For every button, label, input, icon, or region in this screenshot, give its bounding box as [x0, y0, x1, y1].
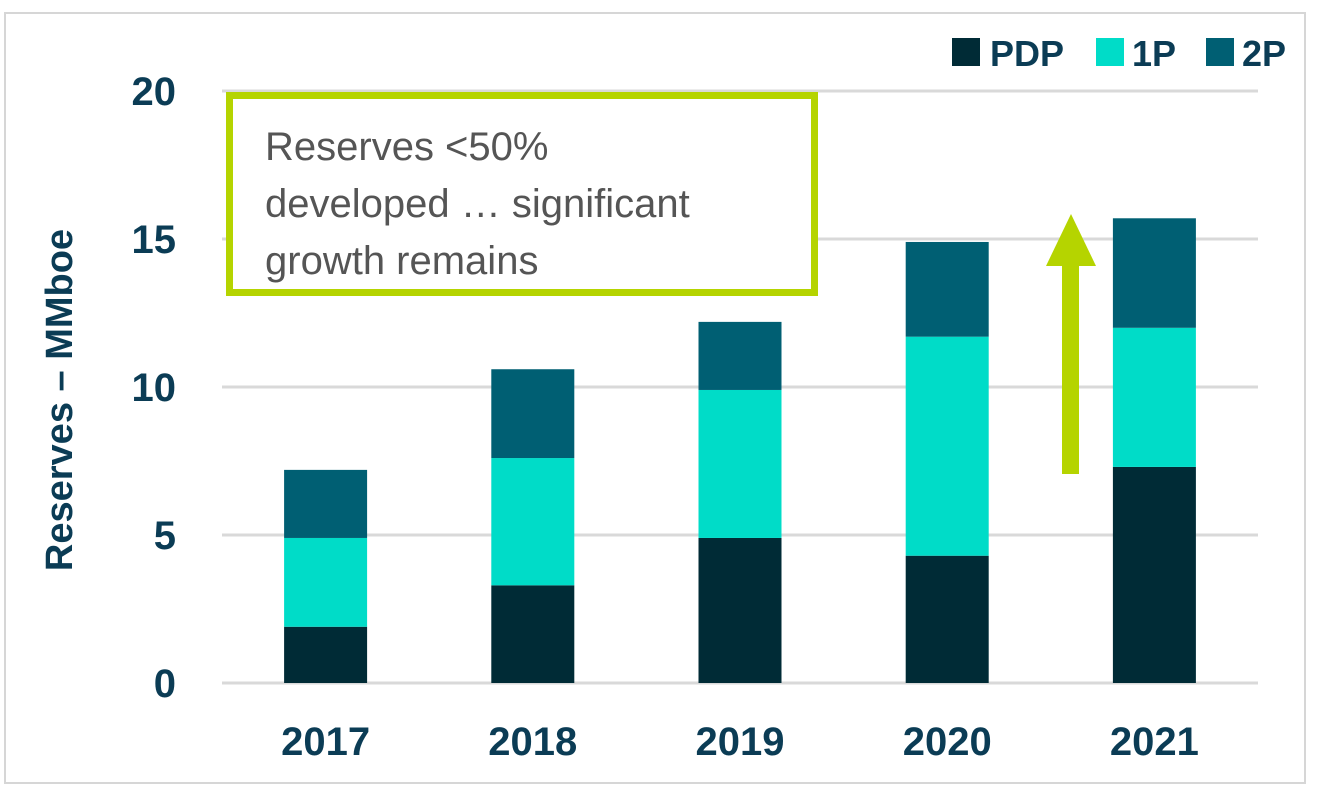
y-axis-label: Reserves – MMboe: [39, 229, 81, 571]
bar-segment-1p-2017: [284, 537, 368, 627]
legend-swatch-1p: [1096, 38, 1124, 66]
bar-segment-pdp-2019: [698, 537, 782, 683]
bar-segment-1p-2018: [491, 458, 575, 586]
y-tick-label: 20: [132, 70, 177, 114]
y-tick-label: 5: [154, 514, 176, 558]
bar-segment-2p-2018: [491, 369, 575, 459]
bar-segment-2p-2020: [905, 241, 989, 337]
legend-label-pdp: PDP: [990, 33, 1064, 74]
x-tick-label: 2021: [1110, 720, 1199, 764]
bar-segment-2p-2019: [698, 321, 782, 390]
annotation-line: developed … significant: [265, 182, 690, 226]
annotation-text: Reserves <50% developed … significant gr…: [265, 119, 805, 290]
annotation-line: Reserves <50%: [265, 125, 549, 169]
bar-segment-1p-2019: [698, 389, 782, 538]
bar-segment-2p-2021: [1112, 218, 1196, 328]
legend-label-1p: 1P: [1132, 33, 1176, 74]
bar-segment-pdp-2018: [491, 585, 575, 683]
x-tick-label: 2018: [488, 720, 577, 764]
growth-arrow-icon: [1046, 214, 1096, 474]
bar-segment-1p-2020: [905, 336, 989, 556]
legend-swatch-pdp: [952, 38, 980, 66]
legend-swatch-2p: [1206, 38, 1234, 66]
y-tick-label: 10: [132, 366, 177, 410]
legend: PDP 1P 2P: [952, 33, 1286, 74]
bar-segment-pdp-2017: [284, 626, 368, 683]
bar-segment-2p-2017: [284, 469, 368, 538]
legend-label-2p: 2P: [1242, 33, 1286, 74]
bar-segment-pdp-2020: [905, 555, 989, 683]
y-tick-label: 0: [154, 662, 176, 706]
bar-segment-pdp-2021: [1112, 466, 1196, 683]
x-tick-label: 2019: [696, 720, 785, 764]
bar-segment-1p-2021: [1112, 327, 1196, 467]
annotation-callout: Reserves <50% developed … significant gr…: [226, 92, 818, 296]
bars: [284, 218, 1196, 683]
y-axis-ticks: 0 5 10 15 20: [132, 70, 177, 706]
x-tick-label: 2017: [281, 720, 370, 764]
annotation-line: growth remains: [265, 239, 539, 283]
y-tick-label: 15: [132, 218, 177, 262]
x-tick-label: 2020: [903, 720, 992, 764]
x-axis-ticks: 2017 2018 2019 2020 2021: [281, 720, 1199, 764]
